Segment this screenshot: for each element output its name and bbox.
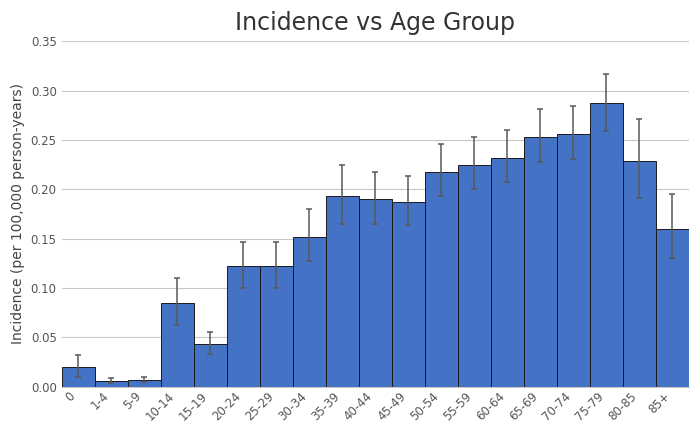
Bar bbox=[458, 164, 491, 387]
Bar bbox=[260, 266, 293, 387]
Bar bbox=[623, 161, 656, 387]
Bar bbox=[94, 381, 127, 387]
Bar bbox=[491, 158, 524, 387]
Bar bbox=[524, 137, 556, 387]
Bar bbox=[326, 196, 358, 387]
Bar bbox=[62, 367, 94, 387]
Bar bbox=[358, 199, 392, 387]
Bar bbox=[127, 380, 160, 387]
Bar bbox=[392, 202, 425, 387]
Bar bbox=[227, 266, 260, 387]
Title: Incidence vs Age Group: Incidence vs Age Group bbox=[235, 11, 515, 35]
Bar bbox=[656, 229, 689, 387]
Bar bbox=[425, 171, 458, 387]
Bar bbox=[293, 237, 326, 387]
Bar bbox=[194, 344, 227, 387]
Bar bbox=[160, 303, 194, 387]
Bar bbox=[590, 103, 623, 387]
Y-axis label: Incidence (per 100,000 person-years): Incidence (per 100,000 person-years) bbox=[11, 83, 25, 345]
Bar bbox=[556, 134, 590, 387]
